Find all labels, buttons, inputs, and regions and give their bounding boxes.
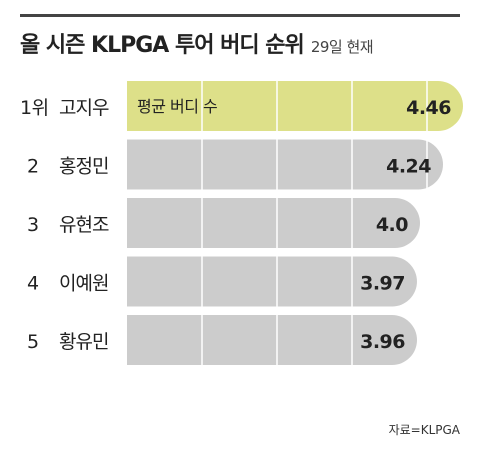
data-label: 3.96 xyxy=(360,331,405,353)
rank-label: 1위 xyxy=(20,97,49,119)
data-label: 4.46 xyxy=(406,97,451,119)
chart-subtitle: 29일 현재 xyxy=(310,38,374,56)
data-label: 4.0 xyxy=(376,214,408,236)
rank-label: 4 xyxy=(27,273,39,295)
rank-label: 3 xyxy=(27,214,39,236)
bar xyxy=(127,315,417,365)
data-label: 4.24 xyxy=(386,156,431,178)
bar xyxy=(127,256,417,307)
category-label: 유현조 xyxy=(59,214,109,236)
category-label: 이예원 xyxy=(59,273,108,295)
rank-label: 2 xyxy=(27,156,39,178)
title-row: 올 시즌 KLPGA 투어 버디 순위 29일 현재 xyxy=(20,27,374,59)
category-label: 홍정민 xyxy=(59,156,108,178)
category-label: 고지우 xyxy=(59,97,109,119)
source-note: 자료=KLPGA xyxy=(388,423,460,437)
bar xyxy=(127,198,420,248)
top-rule xyxy=(20,14,460,17)
chart-title: 올 시즌 KLPGA 투어 버디 순위 xyxy=(20,33,305,58)
rank-label: 5 xyxy=(27,331,39,353)
bar xyxy=(127,139,443,190)
bar xyxy=(127,81,463,131)
data-label: 3.97 xyxy=(360,273,405,295)
series-label: 평균 버디 수 xyxy=(137,97,217,116)
category-label: 황유민 xyxy=(59,331,108,353)
